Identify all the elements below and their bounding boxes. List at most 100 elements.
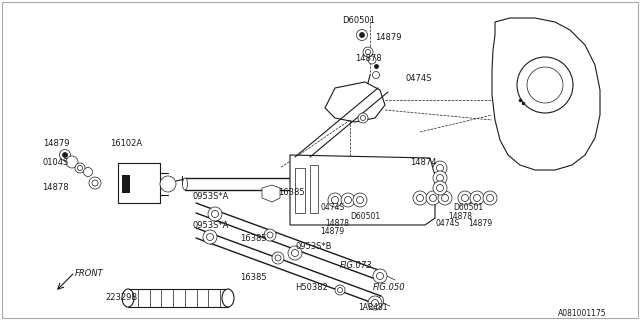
Circle shape — [77, 165, 83, 171]
Circle shape — [203, 230, 217, 244]
Circle shape — [486, 195, 493, 202]
Circle shape — [429, 195, 436, 202]
Circle shape — [413, 191, 427, 205]
Text: D60501: D60501 — [453, 203, 483, 212]
Text: 14879: 14879 — [43, 139, 70, 148]
Polygon shape — [492, 18, 600, 170]
Text: 14878: 14878 — [325, 219, 349, 228]
Circle shape — [83, 167, 93, 177]
Circle shape — [470, 191, 484, 205]
Bar — [295, 168, 305, 213]
Circle shape — [291, 250, 298, 257]
Circle shape — [335, 285, 345, 295]
Text: D60501: D60501 — [342, 15, 375, 25]
Text: 16102A: 16102A — [110, 139, 142, 148]
Circle shape — [328, 193, 342, 207]
Text: 14874: 14874 — [410, 157, 436, 166]
Circle shape — [353, 193, 367, 207]
Circle shape — [433, 161, 447, 175]
Ellipse shape — [378, 296, 383, 306]
Circle shape — [360, 33, 365, 37]
Circle shape — [75, 163, 85, 173]
Circle shape — [426, 191, 440, 205]
Circle shape — [272, 252, 284, 264]
Circle shape — [438, 191, 452, 205]
Circle shape — [368, 56, 376, 64]
Text: A081001175: A081001175 — [558, 308, 607, 317]
Text: 1AB481: 1AB481 — [358, 303, 387, 313]
Text: 0953S*A: 0953S*A — [192, 191, 228, 201]
Circle shape — [211, 211, 218, 218]
Circle shape — [371, 300, 378, 307]
Circle shape — [373, 269, 387, 283]
Circle shape — [365, 50, 371, 54]
Polygon shape — [290, 155, 435, 225]
Circle shape — [442, 195, 449, 202]
Text: 14878: 14878 — [355, 53, 381, 62]
Text: 0104S: 0104S — [42, 157, 68, 166]
Circle shape — [517, 57, 573, 113]
Circle shape — [433, 181, 447, 195]
Circle shape — [368, 296, 382, 310]
Circle shape — [275, 255, 281, 261]
Circle shape — [356, 29, 367, 41]
Text: FRONT: FRONT — [75, 268, 104, 277]
Circle shape — [92, 180, 98, 186]
Circle shape — [358, 113, 368, 123]
Circle shape — [436, 164, 444, 172]
Circle shape — [60, 149, 70, 161]
Ellipse shape — [378, 271, 383, 281]
Text: FIG.050: FIG.050 — [373, 284, 406, 292]
Circle shape — [332, 196, 339, 204]
Circle shape — [63, 153, 67, 157]
Text: 0474S: 0474S — [405, 74, 431, 83]
Circle shape — [341, 193, 355, 207]
Circle shape — [208, 207, 222, 221]
Circle shape — [66, 156, 78, 168]
Circle shape — [417, 195, 424, 202]
Ellipse shape — [122, 289, 134, 307]
Bar — [310, 165, 318, 213]
Circle shape — [474, 195, 481, 202]
Polygon shape — [325, 82, 385, 122]
Circle shape — [288, 246, 302, 260]
Circle shape — [160, 176, 176, 192]
Text: 14879: 14879 — [468, 219, 492, 228]
Text: 14878: 14878 — [42, 182, 68, 191]
Circle shape — [483, 191, 497, 205]
Bar — [122, 175, 130, 193]
Ellipse shape — [222, 289, 234, 307]
Text: 0474S: 0474S — [320, 203, 344, 212]
Text: D60501: D60501 — [350, 212, 380, 220]
Circle shape — [267, 232, 273, 238]
Circle shape — [89, 177, 101, 189]
Text: 16385: 16385 — [240, 273, 267, 282]
Circle shape — [527, 67, 563, 103]
Text: 16385: 16385 — [278, 188, 305, 196]
Text: 22329B: 22329B — [105, 292, 137, 301]
Circle shape — [376, 273, 383, 279]
Circle shape — [337, 287, 342, 292]
Bar — [118, 163, 160, 203]
Circle shape — [436, 174, 444, 181]
Text: H50382: H50382 — [295, 284, 328, 292]
Circle shape — [264, 229, 276, 241]
Circle shape — [433, 171, 447, 185]
Circle shape — [436, 185, 444, 191]
Circle shape — [372, 71, 380, 78]
Text: 0953S*A: 0953S*A — [192, 220, 228, 229]
Circle shape — [207, 234, 214, 241]
Circle shape — [458, 191, 472, 205]
Circle shape — [363, 47, 373, 57]
Circle shape — [360, 116, 365, 121]
Ellipse shape — [182, 178, 188, 190]
Text: 14878: 14878 — [448, 212, 472, 220]
Circle shape — [344, 196, 351, 204]
Text: 0474S: 0474S — [435, 219, 460, 228]
Text: FIG.073: FIG.073 — [340, 260, 372, 269]
Circle shape — [356, 196, 364, 204]
Circle shape — [461, 195, 468, 202]
Text: 0953S*B: 0953S*B — [295, 242, 332, 251]
Text: 14879: 14879 — [320, 227, 344, 236]
Text: 16385: 16385 — [240, 234, 267, 243]
